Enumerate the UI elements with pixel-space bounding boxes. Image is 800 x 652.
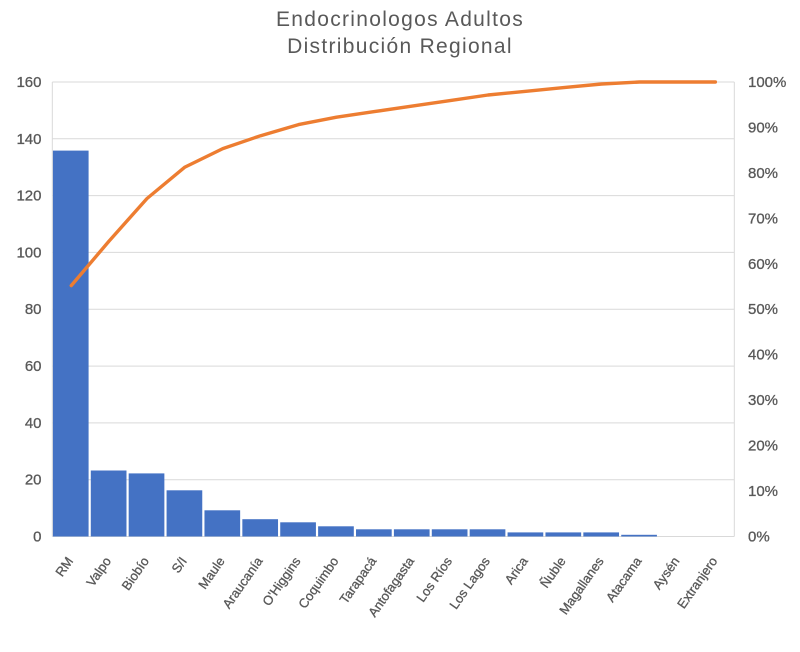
svg-text:20: 20: [25, 472, 42, 489]
svg-text:80: 80: [25, 301, 42, 318]
svg-text:90%: 90%: [748, 119, 778, 136]
svg-text:0%: 0%: [748, 529, 770, 546]
svg-text:80%: 80%: [748, 165, 778, 182]
svg-text:100%: 100%: [748, 74, 786, 91]
svg-text:20%: 20%: [748, 438, 778, 455]
svg-text:30%: 30%: [748, 392, 778, 409]
svg-text:60: 60: [25, 358, 42, 375]
svg-text:160: 160: [16, 74, 41, 91]
svg-text:Distribución Regional: Distribución Regional: [287, 35, 513, 58]
svg-text:40: 40: [25, 415, 42, 432]
svg-text:70%: 70%: [748, 210, 778, 227]
svg-text:100: 100: [16, 244, 41, 261]
svg-text:10%: 10%: [748, 483, 778, 500]
svg-text:0: 0: [33, 529, 41, 546]
svg-text:120: 120: [16, 188, 41, 205]
svg-text:140: 140: [16, 131, 41, 148]
svg-text:40%: 40%: [748, 347, 778, 364]
svg-text:60%: 60%: [748, 256, 778, 273]
svg-text:50%: 50%: [748, 301, 778, 318]
svg-text:Endocrinologos Adultos: Endocrinologos Adultos: [276, 8, 524, 31]
